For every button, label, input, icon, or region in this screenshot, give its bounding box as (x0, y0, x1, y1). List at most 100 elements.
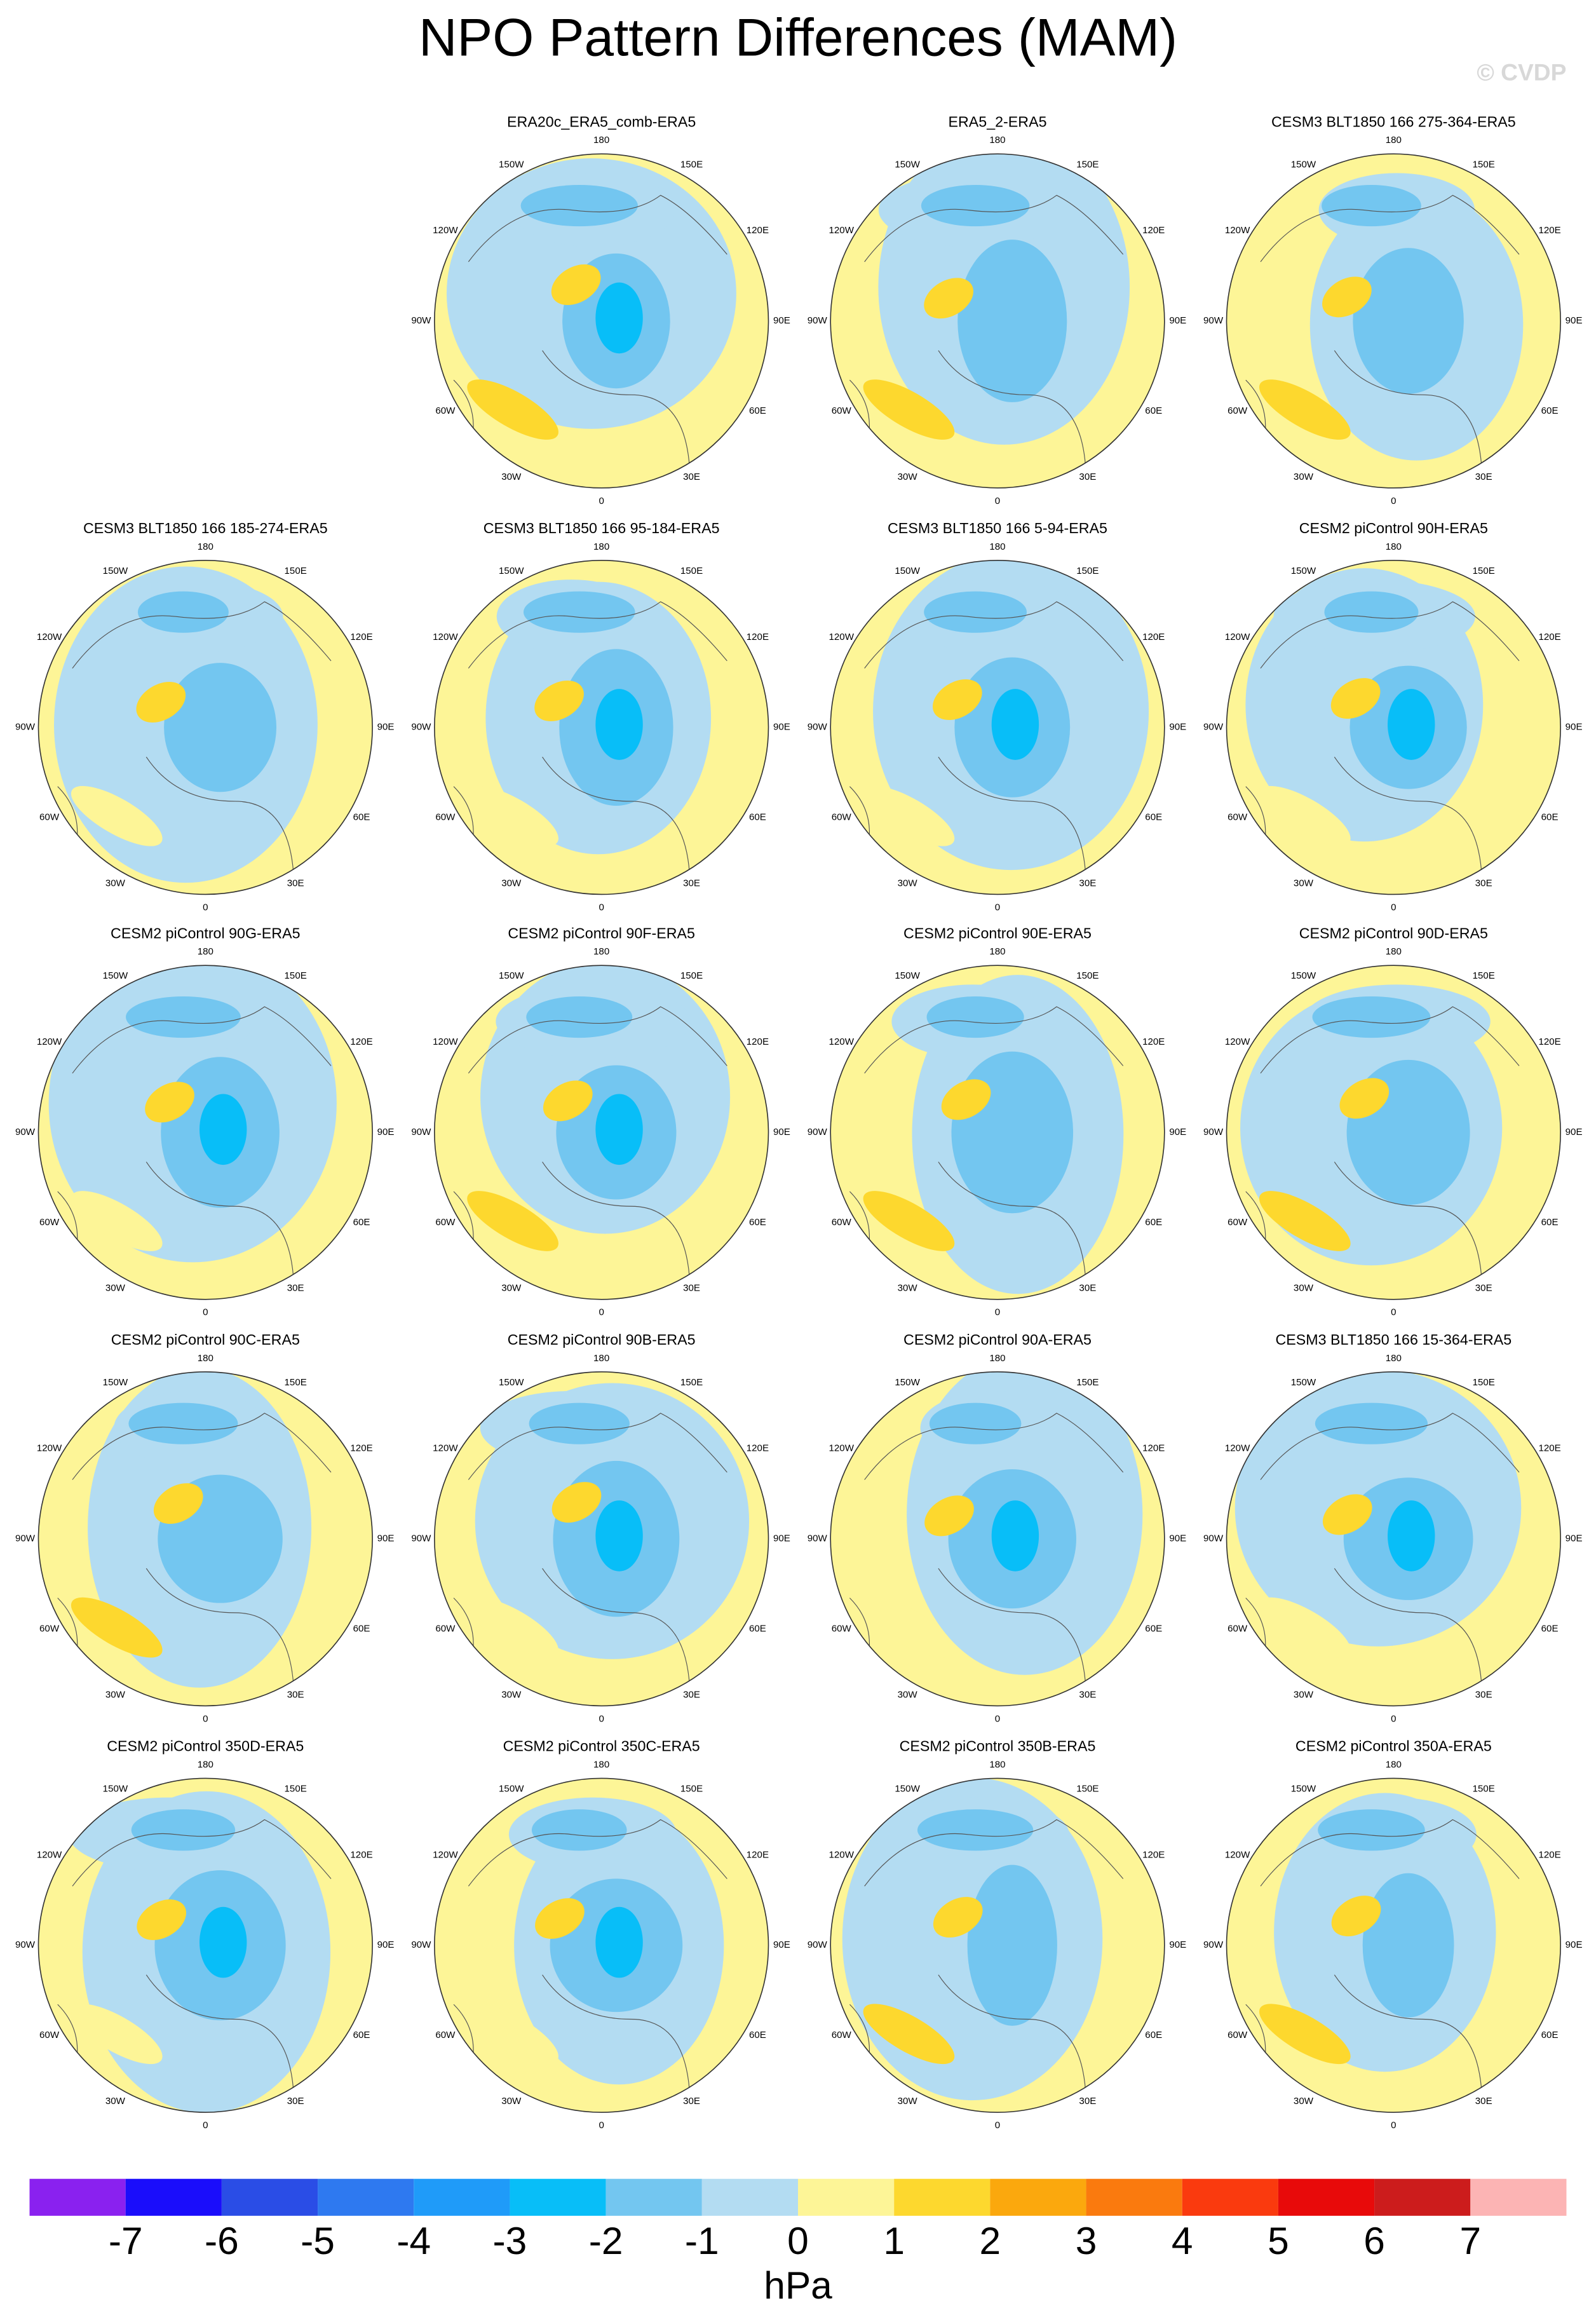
longitude-label: 60E (1145, 1217, 1162, 1228)
longitude-label: 180 (593, 946, 609, 957)
map-border (830, 1777, 1165, 2113)
field-region (467, 1597, 558, 1658)
field-region (1362, 1873, 1454, 2018)
map-field (830, 1371, 1165, 1706)
longitude-label: 60E (1145, 405, 1162, 416)
longitude-label: 180 (989, 541, 1005, 552)
longitude-label: 60W (435, 812, 456, 823)
longitude-label: 60W (1227, 1217, 1248, 1228)
panel-title: CESM3 BLT1850 166 5-94-ERA5 (888, 520, 1107, 536)
longitude-label: 0 (1391, 496, 1396, 506)
longitude-label: 150W (499, 159, 524, 170)
panel-title: CESM2 piControl 350C-ERA5 (503, 1738, 700, 1755)
longitude-label: 180 (1386, 135, 1402, 146)
longitude-label: 150W (103, 970, 128, 981)
longitude-label: 150W (499, 970, 524, 981)
longitude-label: 60E (1541, 1217, 1559, 1228)
longitude-label: 0 (995, 2120, 1000, 2131)
field-region (520, 185, 638, 227)
map-panel: ERA5_2-ERA5 0 30E 60E 90E 120E 150E 180 150W 120W… (808, 113, 1187, 506)
longitude-label: 0 (598, 1713, 604, 1724)
longitude-label: 60W (435, 2030, 456, 2040)
longitude-label: 180 (198, 1759, 213, 1770)
longitude-label: 90W (15, 1533, 36, 1544)
longitude-label: 120E (1142, 225, 1165, 236)
longitude-label: 150W (1291, 1377, 1316, 1388)
field-region (595, 1094, 643, 1165)
longitude-label: 120W (829, 632, 855, 642)
field-region (71, 1191, 163, 1251)
colorbar-swatch (125, 2178, 222, 2216)
longitude-label: 90E (377, 1939, 395, 1950)
colorbar-tick-label: 7 (1459, 2219, 1481, 2262)
field-region (1353, 248, 1464, 394)
field-region (137, 591, 229, 633)
field-region (1318, 1809, 1425, 1851)
map-panel: CESM2 piControl 350C-ERA5 0 30E 60E 90E 120E 1… (411, 1738, 790, 2131)
longitude-label: 30W (898, 472, 918, 482)
longitude-label: 90E (1169, 722, 1186, 733)
longitude-label: 90W (411, 1127, 431, 1137)
longitude-label: 60W (1227, 812, 1248, 823)
longitude-label: 30W (898, 1689, 918, 1700)
field-region (933, 1897, 983, 1938)
longitude-label: 90E (1566, 315, 1583, 326)
colorbar-tick-label: 1 (883, 2219, 905, 2262)
longitude-label: 0 (203, 2120, 208, 2131)
longitude-label: 150E (1076, 159, 1099, 170)
longitude-label: 60E (1541, 2030, 1559, 2040)
map-panel: CESM3 BLT1850 166 15-364-ERA5 0 30E 60E 90E 1… (1203, 1331, 1583, 1724)
longitude-label: 90E (1566, 1939, 1583, 1950)
map-panel: CESM2 piControl 90E-ERA5 0 30E 60E 90E 120E 15… (808, 925, 1187, 1317)
longitude-label: 150W (895, 1783, 920, 1794)
longitude-label: 30E (683, 1283, 700, 1294)
longitude-label: 30W (501, 1689, 522, 1700)
longitude-label: 90W (1203, 1127, 1224, 1137)
panel-title: CESM2 piControl 90C-ERA5 (111, 1331, 300, 1348)
longitude-label: 90W (15, 1939, 36, 1950)
longitude-label: 60E (1145, 812, 1162, 823)
longitude-label: 120W (1225, 1443, 1250, 1454)
longitude-label: 60E (353, 812, 370, 823)
longitude-label: 150E (1076, 1783, 1099, 1794)
map-panel: CESM3 BLT1850 166 95-184-ERA5 0 30E 60E 90E 1… (411, 520, 790, 913)
panel-title: ERA5_2-ERA5 (948, 113, 1046, 130)
longitude-label: 0 (598, 1307, 604, 1318)
map-border (1226, 153, 1561, 489)
longitude-label: 150E (1473, 566, 1495, 576)
map-border (37, 560, 373, 895)
colorbar-tick-label: 3 (1076, 2219, 1097, 2262)
longitude-label: 90W (808, 722, 828, 733)
longitude-label: 150W (895, 970, 920, 981)
longitude-label: 150E (1076, 1377, 1099, 1388)
map-panel: CESM2 piControl 90C-ERA5 0 30E 60E 90E 120E 15… (15, 1331, 395, 1724)
colorbar-tick-label: -5 (301, 2219, 335, 2262)
longitude-label: 150W (1291, 970, 1316, 981)
longitude-label: 30E (683, 878, 700, 888)
longitude-label: 120E (1142, 1036, 1165, 1047)
map-border (37, 1777, 373, 2113)
field-region (595, 1500, 643, 1572)
longitude-label: 30W (501, 2096, 522, 2107)
longitude-label: 90W (411, 1939, 431, 1950)
field-region (526, 996, 633, 1038)
colorbar-swatch (1470, 2178, 1567, 2216)
longitude-label: 60E (749, 2030, 766, 2040)
longitude-label: 30W (1294, 878, 1314, 888)
field-region (164, 663, 277, 792)
longitude-label: 120E (350, 1849, 372, 1860)
longitude-label: 120E (1142, 632, 1165, 642)
longitude-label: 120W (433, 1036, 458, 1047)
longitude-label: 60E (1145, 1623, 1162, 1634)
field-region (863, 379, 955, 440)
field-region (921, 185, 1030, 227)
longitude-label: 150W (499, 1377, 524, 1388)
longitude-label: 30W (898, 878, 918, 888)
longitude-label: 90E (1169, 1127, 1186, 1137)
panel-title: CESM2 piControl 90E-ERA5 (903, 925, 1092, 941)
map-border (1226, 1777, 1561, 2113)
longitude-label: 30E (683, 2096, 700, 2107)
longitude-label: 30E (1079, 1283, 1096, 1294)
panel-title: CESM2 piControl 90D-ERA5 (1299, 925, 1488, 941)
longitude-label: 150W (499, 1783, 524, 1794)
